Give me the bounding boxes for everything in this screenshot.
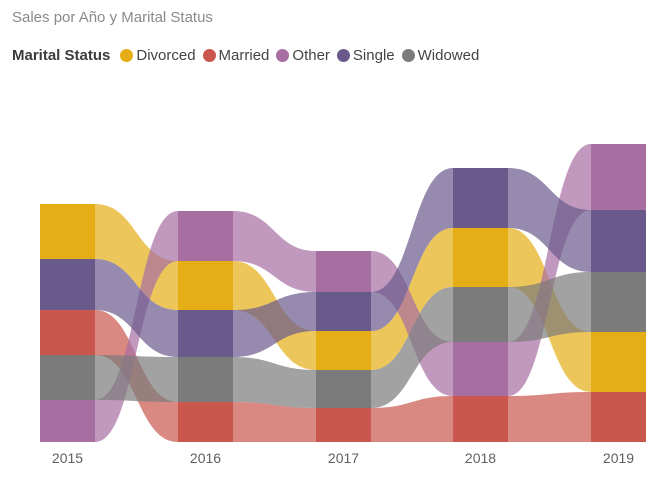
- legend-marker-other: [276, 48, 290, 62]
- segment-widowed-2015[interactable]: [40, 355, 95, 400]
- ribbon-other-2016-2017[interactable]: [233, 211, 316, 292]
- ribbon-single-2015-2016[interactable]: [95, 259, 178, 357]
- x-tick-2016: 2016: [190, 450, 221, 466]
- x-tick-2015: 2015: [52, 450, 83, 466]
- legend-marker-divorced: [120, 48, 134, 62]
- x-tick-2019: 2019: [603, 450, 634, 466]
- legend-marker-single: [336, 48, 350, 62]
- segment-divorced-2015[interactable]: [40, 204, 95, 259]
- legend-label-married: Married: [218, 46, 270, 64]
- ribbon-widowed-2018-2019[interactable]: [508, 272, 591, 342]
- legend-item-widowed[interactable]: Widowed: [401, 46, 480, 64]
- legend-label-divorced: Divorced: [136, 46, 196, 64]
- ribbon-married-2016-2017[interactable]: [233, 402, 316, 442]
- x-tick-2017: 2017: [328, 450, 359, 466]
- segment-widowed-2017[interactable]: [316, 370, 371, 408]
- legend-item-other[interactable]: Other: [276, 47, 330, 64]
- segment-married-2018[interactable]: [453, 396, 508, 442]
- segment-single-2019[interactable]: [591, 210, 646, 272]
- segment-married-2015[interactable]: [40, 310, 95, 355]
- ribbon-single-2016-2017[interactable]: [233, 292, 316, 357]
- segment-single-2017[interactable]: [316, 292, 371, 331]
- ribbon-widowed-2016-2017[interactable]: [233, 357, 316, 408]
- legend-item-divorced[interactable]: Divorced: [120, 46, 196, 64]
- legend-label-other: Other: [292, 46, 330, 64]
- chart-title: Sales por Año y Marital Status: [12, 9, 213, 26]
- segment-divorced-2017[interactable]: [316, 331, 371, 370]
- segment-married-2019[interactable]: [591, 392, 646, 442]
- segment-other-2019[interactable]: [591, 144, 646, 210]
- ribbon-single-2017-2018[interactable]: [371, 168, 453, 331]
- segment-widowed-2016[interactable]: [178, 357, 233, 402]
- legend-item-single[interactable]: Single: [336, 46, 395, 64]
- segment-divorced-2018[interactable]: [453, 228, 508, 287]
- segment-divorced-2016[interactable]: [178, 261, 233, 310]
- x-tick-2018: 2018: [465, 450, 496, 466]
- legend: Marital Status Divorced Married Other Si…: [12, 45, 486, 65]
- segment-other-2017[interactable]: [316, 251, 371, 292]
- legend-label-single: Single: [352, 46, 395, 64]
- ribbon-divorced-2015-2016[interactable]: [95, 204, 178, 310]
- segment-single-2016[interactable]: [178, 310, 233, 357]
- segment-other-2018[interactable]: [453, 342, 508, 396]
- segment-divorced-2019[interactable]: [591, 332, 646, 392]
- segment-other-2016[interactable]: [178, 211, 233, 261]
- ribbon-married-2018-2019[interactable]: [508, 392, 591, 442]
- segment-other-2015[interactable]: [40, 400, 95, 442]
- ribbon-single-2018-2019[interactable]: [508, 168, 591, 272]
- legend-title: Marital Status: [12, 46, 111, 64]
- legend-item-married[interactable]: Married: [202, 46, 270, 64]
- segment-single-2018[interactable]: [453, 168, 508, 228]
- segment-widowed-2019[interactable]: [591, 272, 646, 332]
- ribbon-widowed-2017-2018[interactable]: [371, 287, 453, 408]
- segment-single-2015[interactable]: [40, 259, 95, 310]
- ribbon-widowed-2015-2016[interactable]: [95, 355, 178, 402]
- segment-married-2016[interactable]: [178, 402, 233, 442]
- legend-marker-widowed: [401, 48, 415, 62]
- legend-label-widowed: Widowed: [417, 46, 480, 64]
- ribbon-married-2017-2018[interactable]: [371, 396, 453, 442]
- segment-widowed-2018[interactable]: [453, 287, 508, 342]
- segment-married-2017[interactable]: [316, 408, 371, 442]
- legend-marker-married: [202, 48, 216, 62]
